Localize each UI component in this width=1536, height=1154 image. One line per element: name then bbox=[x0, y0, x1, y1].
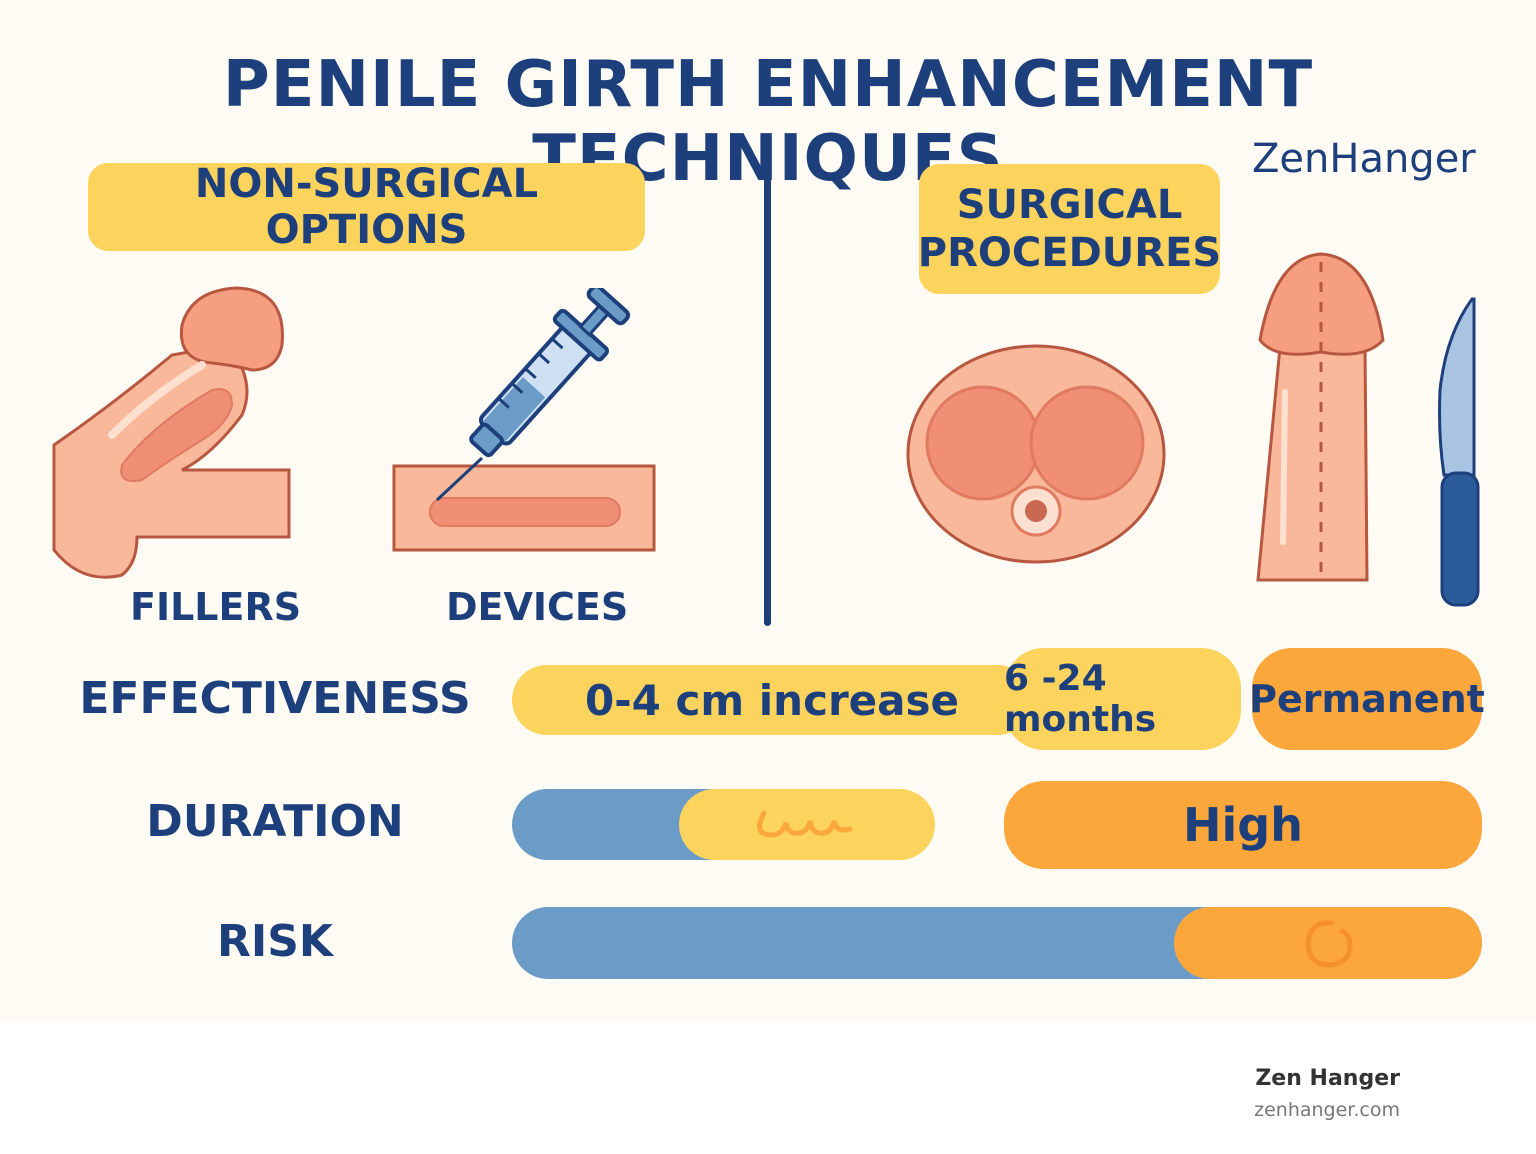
effectiveness-mid-text: 6 -24 months bbox=[1004, 658, 1157, 740]
duration-yellow-bar bbox=[679, 789, 935, 860]
duration-label: DURATION bbox=[146, 796, 404, 847]
surgical-heading-line2: PROCEDURES bbox=[917, 230, 1222, 276]
surgical-heading: SURGICAL PROCEDURES bbox=[917, 164, 1222, 294]
brand-logo-text: ZenHanger bbox=[1252, 136, 1476, 182]
main-title: PENILE GIRTH ENHANCEMENT TECHNIQUES bbox=[222, 48, 1314, 196]
effectiveness-mid-bar: 6 -24 months bbox=[1004, 648, 1241, 750]
duration-high-bar: High bbox=[1004, 781, 1482, 869]
effectiveness-permanent-text: Permanent bbox=[1249, 677, 1485, 721]
penis-filler-icon bbox=[52, 286, 291, 579]
footer-brand-name: Zen Hanger bbox=[1255, 1066, 1400, 1091]
fillers-label: FILLERS bbox=[130, 585, 302, 629]
devices-label: DEVICES bbox=[446, 585, 629, 629]
effectiveness-label: EFFECTIVENESS bbox=[79, 673, 471, 724]
footer-url[interactable]: zenhanger.com bbox=[1254, 1099, 1400, 1121]
penis-incision-icon bbox=[1256, 252, 1385, 582]
non-surgical-heading: NON-SURGICAL OPTIONS bbox=[88, 161, 645, 253]
infographic-canvas: PENILE GIRTH ENHANCEMENT TECHNIQUES ZenH… bbox=[0, 0, 1536, 1022]
risk-label: RISK bbox=[216, 916, 334, 967]
section-divider bbox=[764, 166, 771, 626]
circle-mark-icon bbox=[1305, 920, 1353, 968]
squiggle-icon bbox=[757, 810, 853, 838]
effectiveness-range-bar: 0-4 cm increase bbox=[512, 665, 1032, 735]
syringe-icon bbox=[392, 288, 656, 552]
cross-section-icon bbox=[906, 344, 1166, 564]
scalpel-icon bbox=[1438, 297, 1480, 607]
duration-high-text: High bbox=[1183, 798, 1303, 852]
effectiveness-range-text: 0-4 cm increase bbox=[584, 675, 959, 725]
risk-orange-bar bbox=[1174, 907, 1482, 979]
effectiveness-permanent-bar: Permanent bbox=[1249, 648, 1485, 750]
surgical-heading-line1: SURGICAL bbox=[956, 182, 1183, 228]
